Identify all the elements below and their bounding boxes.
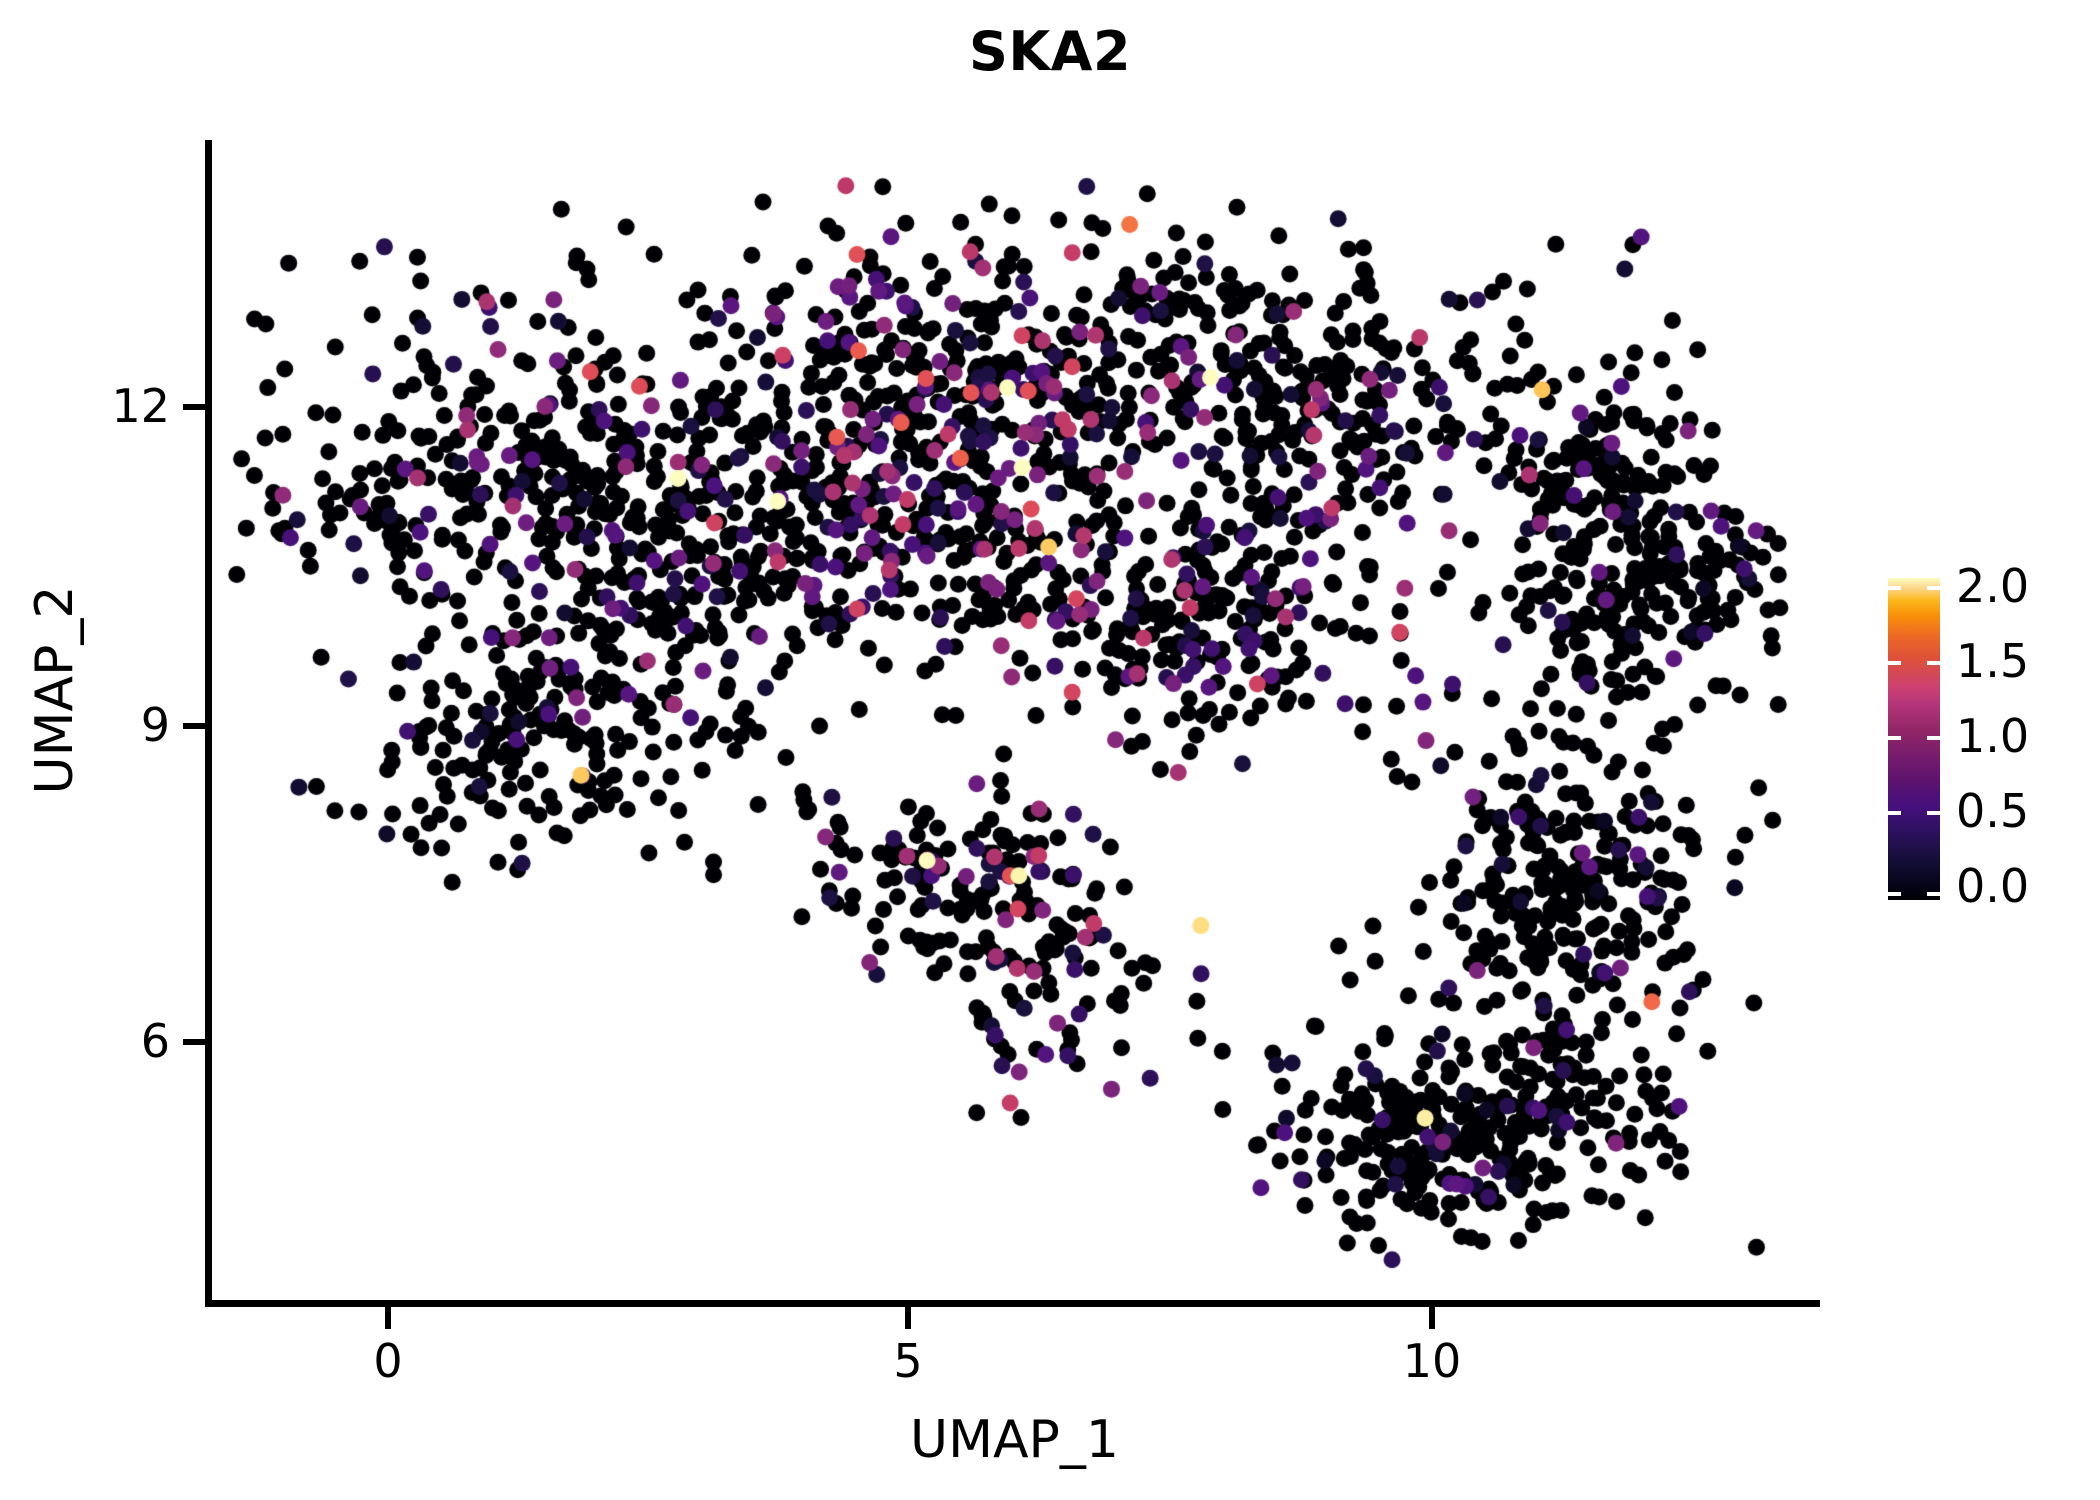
y-tick-mark-12 bbox=[183, 404, 205, 410]
colorbar-tick-2.0-right bbox=[1927, 586, 1940, 590]
x-tick-label-10: 10 bbox=[1402, 1334, 1462, 1388]
page-title: SKA2 bbox=[968, 20, 1132, 83]
y-tick-label-6: 6 bbox=[140, 1014, 170, 1068]
colorbar-label-2.0: 2.0 bbox=[1956, 559, 2030, 613]
colorbar-tick-0.5-left bbox=[1888, 811, 1901, 815]
y-tick-mark-9 bbox=[183, 723, 205, 729]
x-tick-mark-0 bbox=[385, 1307, 391, 1329]
colorbar-label-1.5: 1.5 bbox=[1956, 634, 2030, 688]
colorbar-tick-1.5-left bbox=[1888, 661, 1901, 665]
colorbar-tick-1.0-left bbox=[1888, 736, 1901, 740]
x-tick-mark-5 bbox=[905, 1307, 911, 1329]
colorbar-tick-0.5-right bbox=[1927, 811, 1940, 815]
plot-axes-area bbox=[209, 140, 1820, 1303]
y-tick-mark-6 bbox=[183, 1039, 205, 1045]
y-axis-spine bbox=[205, 140, 212, 1307]
colorbar-tick-1.0-right bbox=[1927, 736, 1940, 740]
colorbar-tick-1.5-right bbox=[1927, 661, 1940, 665]
colorbar-label-1.0: 1.0 bbox=[1956, 709, 2030, 763]
y-tick-label-12: 12 bbox=[111, 379, 170, 433]
colorbar-label-0.5: 0.5 bbox=[1956, 784, 2030, 838]
colorbar-label-0.0: 0.0 bbox=[1956, 859, 2030, 913]
colorbar-tick-0.0-right bbox=[1927, 892, 1940, 896]
colorbar-tick-0.0-left bbox=[1888, 892, 1901, 896]
y-axis-label: UMAP_2 bbox=[25, 585, 85, 795]
scatter-points-layer bbox=[209, 140, 1820, 1303]
y-tick-label-9: 9 bbox=[140, 698, 170, 752]
x-axis-spine bbox=[205, 1300, 1820, 1307]
colorbar-tick-2.0-left bbox=[1888, 586, 1901, 590]
x-tick-label-0: 0 bbox=[373, 1334, 403, 1388]
x-axis-label: UMAP_1 bbox=[910, 1410, 1119, 1470]
x-tick-label-5: 5 bbox=[893, 1334, 923, 1388]
x-tick-mark-10 bbox=[1429, 1307, 1435, 1329]
